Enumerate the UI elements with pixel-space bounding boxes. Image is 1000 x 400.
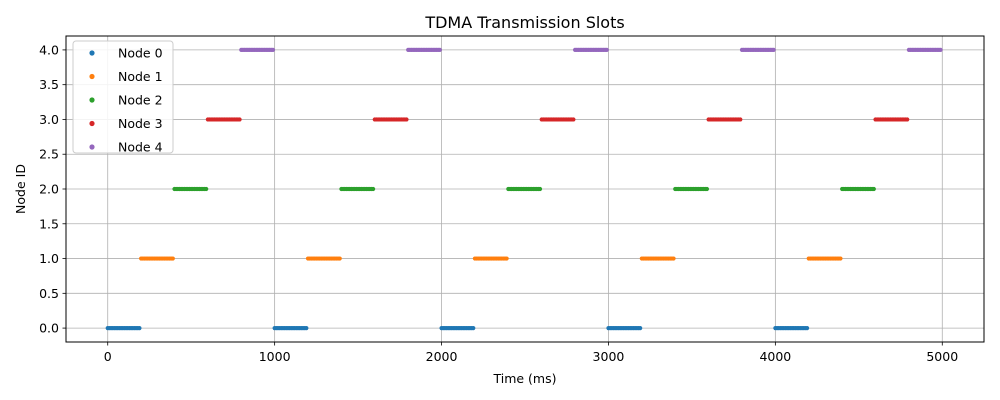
data-point <box>404 117 409 122</box>
x-tick-label: 5000 <box>926 349 958 364</box>
data-point <box>938 47 943 53</box>
x-axis: 0 1000 2000 3000 4000 5000 <box>104 342 958 364</box>
legend-item: Node 1 <box>89 69 163 84</box>
legend-label: Node 2 <box>118 93 163 108</box>
legend-item: Node 2 <box>89 93 163 108</box>
legend-marker <box>89 144 95 150</box>
data-point <box>170 256 175 261</box>
x-tick-label: 1000 <box>259 349 291 364</box>
x-tick-label: 2000 <box>426 349 458 364</box>
series-node-3 <box>205 117 910 122</box>
y-tick-label: 3.0 <box>39 112 59 127</box>
data-point <box>771 47 776 53</box>
y-axis-label: Node ID <box>13 164 28 214</box>
plot-area <box>65 35 985 343</box>
legend-item: Node 0 <box>89 46 163 61</box>
data-point <box>504 256 509 261</box>
data-point <box>337 256 342 261</box>
data-point <box>537 186 543 192</box>
y-axis: 0.0 0.5 1.0 1.5 2.0 2.5 3.0 3.5 4.0 <box>39 42 66 336</box>
series-node-4 <box>239 47 943 53</box>
y-tick-label: 1.0 <box>39 251 59 266</box>
legend-marker <box>89 50 95 56</box>
y-tick-label: 0.5 <box>39 286 59 301</box>
series-node-2 <box>172 186 876 192</box>
series-node-0 <box>105 325 810 331</box>
series-node-1 <box>139 256 843 261</box>
data-point <box>571 117 576 122</box>
y-tick-label: 0.0 <box>39 321 59 336</box>
x-tick-label: 4000 <box>759 349 791 364</box>
x-tick-label: 0 <box>104 349 112 364</box>
legend-label: Node 3 <box>118 116 163 131</box>
data-point <box>838 256 843 261</box>
data-point <box>471 325 476 331</box>
data-point <box>604 47 609 53</box>
data-point <box>704 186 710 192</box>
y-tick-label: 4.0 <box>39 42 59 57</box>
data-point <box>304 325 309 331</box>
legend-marker <box>89 120 95 127</box>
legend-label: Node 1 <box>118 69 163 84</box>
data-point <box>671 256 676 261</box>
legend-item: Node 3 <box>89 116 163 131</box>
legend-box <box>72 40 174 154</box>
data-points <box>105 47 943 331</box>
y-tick-label: 2.5 <box>39 147 59 162</box>
data-point <box>270 47 276 53</box>
data-point <box>804 325 810 331</box>
x-axis-label: Time (ms) <box>492 371 556 386</box>
legend: Node 0 Node 1 Node 2 Node 3 Node 4 <box>72 40 174 155</box>
data-point <box>437 47 442 53</box>
data-point <box>237 117 242 122</box>
data-point <box>204 186 209 192</box>
x-tick-label: 3000 <box>593 349 625 364</box>
data-point <box>137 325 142 331</box>
legend-label: Node 4 <box>118 140 163 155</box>
data-point <box>871 186 876 192</box>
legend-marker <box>89 97 95 103</box>
y-tick-label: 3.5 <box>39 77 59 92</box>
data-point <box>738 117 743 122</box>
data-point <box>638 325 643 331</box>
legend-label: Node 0 <box>118 46 163 61</box>
data-point <box>905 117 910 122</box>
legend-marker <box>89 73 95 80</box>
y-tick-label: 1.5 <box>39 216 59 231</box>
data-point <box>371 186 376 192</box>
legend-item: Node 4 <box>89 140 163 155</box>
chart-title: TDMA Transmission Slots <box>424 13 624 32</box>
y-tick-label: 2.0 <box>39 182 59 197</box>
